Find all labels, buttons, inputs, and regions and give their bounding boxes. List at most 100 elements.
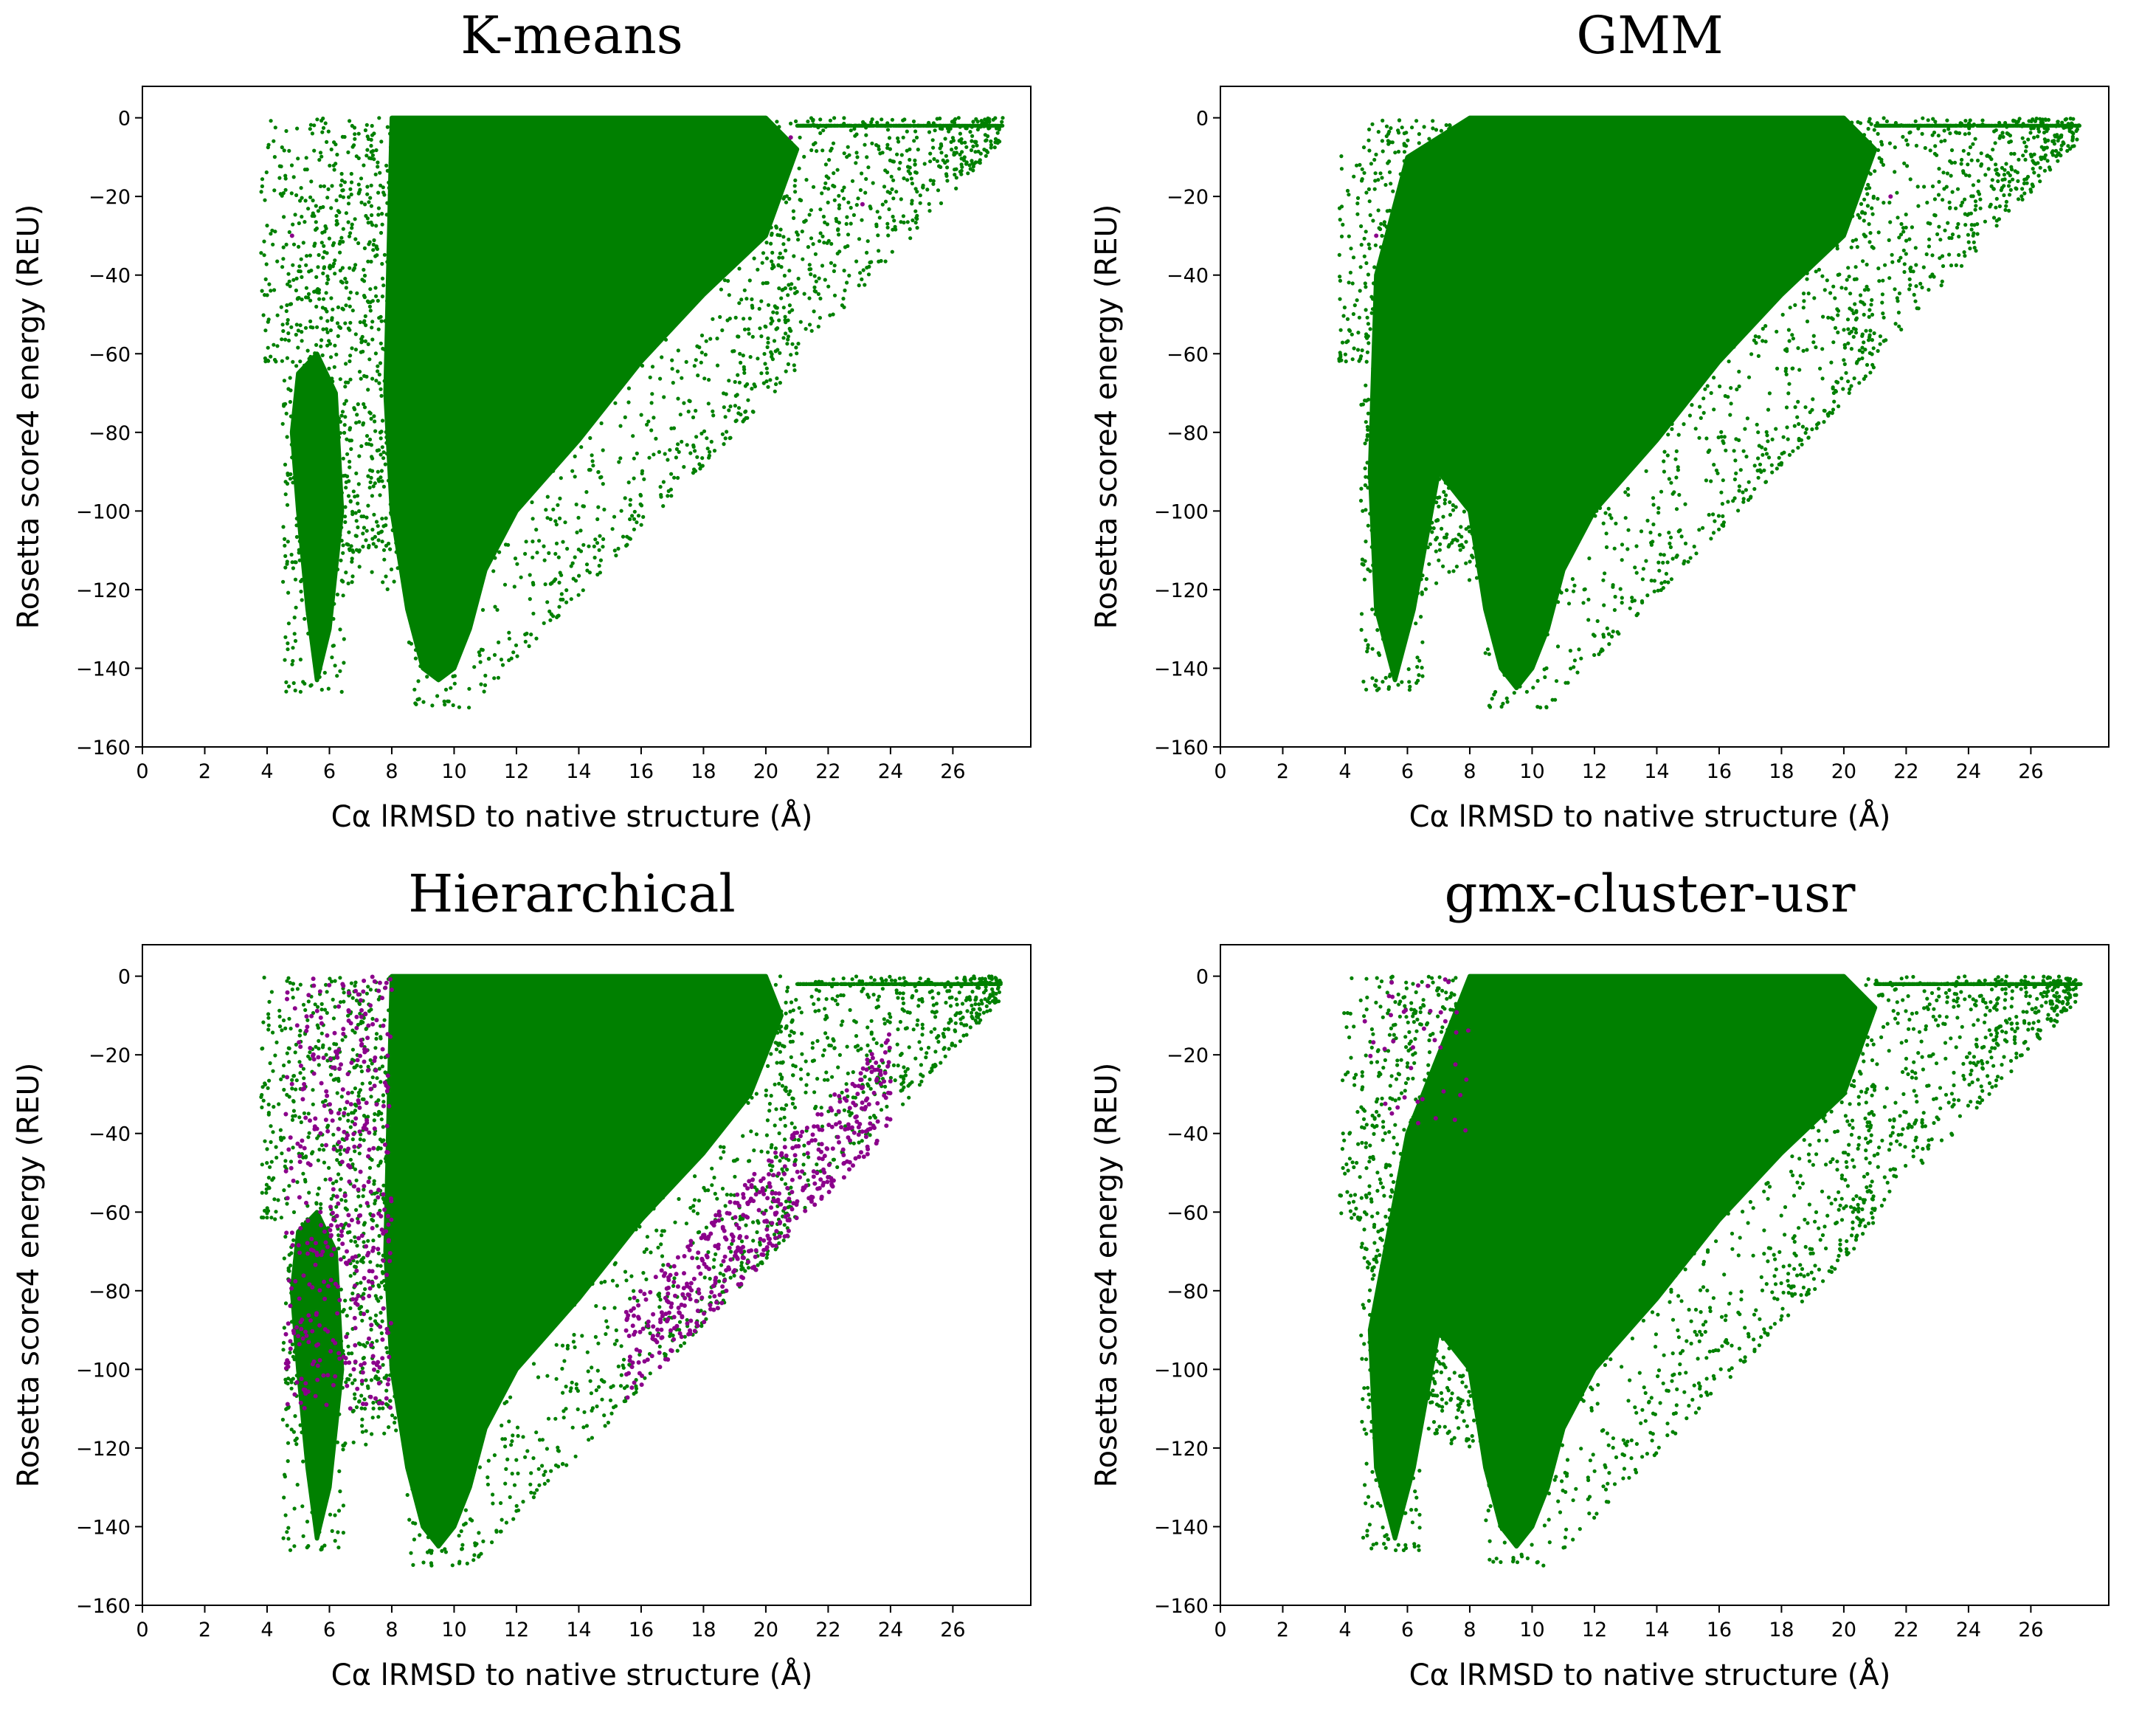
gmm-y-tick-label: −40 bbox=[1167, 265, 1209, 288]
gmx-cluster-usr-x-axis-label: Cα lRMSD to native structure (Å) bbox=[1409, 1657, 1891, 1692]
gmx-cluster-usr-x-tick-label: 14 bbox=[1644, 1619, 1669, 1641]
kmeans-x-tick-label: 6 bbox=[323, 760, 336, 783]
gmm-y-tick-label: −20 bbox=[1167, 186, 1209, 209]
gmm-sparse-points bbox=[1337, 116, 2081, 710]
gmm-x-tick-label: 20 bbox=[1831, 760, 1856, 783]
kmeans-y-tick-label: −80 bbox=[89, 422, 131, 445]
hierarchical-y-tick-label: −80 bbox=[89, 1281, 131, 1303]
gmx-cluster-usr-y-tick-label: −120 bbox=[1154, 1438, 1209, 1461]
gmx-cluster-usr-x-tick-label: 6 bbox=[1401, 1619, 1414, 1641]
kmeans-data-layer bbox=[259, 115, 1005, 710]
hierarchical-y-tick-label: −60 bbox=[89, 1202, 131, 1224]
hierarchical-y-tick-label: −140 bbox=[76, 1516, 131, 1539]
gmx-cluster-usr-y-tick-label: −140 bbox=[1154, 1516, 1209, 1539]
gmm-y-axis-label: Rosetta score4 energy (REU) bbox=[1090, 204, 1124, 630]
hierarchical-data-layer bbox=[259, 974, 1003, 1568]
gmx-cluster-usr-x-tick-label: 0 bbox=[1214, 1619, 1226, 1641]
gmm-chart-title: GMM bbox=[1576, 5, 1723, 66]
kmeans-sparse-points bbox=[259, 116, 1005, 710]
hierarchical-x-tick-label: 16 bbox=[629, 1619, 654, 1641]
gmm-x-tick-label: 12 bbox=[1582, 760, 1607, 783]
hierarchical-x-tick-label: 12 bbox=[504, 1619, 529, 1641]
hierarchical-x-tick-label: 0 bbox=[136, 1619, 148, 1641]
kmeans-x-tick-label: 2 bbox=[198, 760, 211, 783]
hierarchical-sparse-points bbox=[259, 974, 1003, 1568]
gmx-cluster-usr-y-tick-label: −160 bbox=[1154, 1595, 1209, 1618]
kmeans-x-tick-label: 8 bbox=[385, 760, 398, 783]
kmeans-x-axis-label: Cα lRMSD to native structure (Å) bbox=[331, 799, 813, 834]
hierarchical-outlier-points bbox=[283, 974, 893, 1411]
hierarchical-panel: Hierarchical 0 2 4 6 8 10 12 14 16 18 20 22 24 26 0 −20−… bbox=[0, 858, 1078, 1716]
hierarchical-y-tick-label: −160 bbox=[76, 1595, 131, 1618]
hierarchical-y-tick-label: 0 bbox=[118, 966, 131, 989]
gmx-cluster-usr-sparse-points bbox=[1338, 974, 2083, 1568]
kmeans-y-tick-label: −120 bbox=[76, 579, 131, 602]
gmx-cluster-usr-y-tick-label: −40 bbox=[1167, 1123, 1209, 1146]
kmeans-outlier-points bbox=[289, 135, 865, 238]
gmx-cluster-usr-x-tick-label: 16 bbox=[1707, 1619, 1732, 1641]
kmeans-x-tick-label: 18 bbox=[691, 760, 716, 783]
gmx-cluster-usr-x-tick-label: 18 bbox=[1769, 1619, 1794, 1641]
kmeans-panel: K-means 0 2 4 6 8 10 12 14 16 18 20 22 24 26 0 −20 −40 −60… bbox=[0, 0, 1078, 858]
kmeans-y-tick-label: −60 bbox=[89, 343, 131, 366]
gmm-x-tick-label: 6 bbox=[1401, 760, 1414, 783]
hierarchical-x-tick-label: 24 bbox=[878, 1619, 903, 1641]
gmm-data-layer bbox=[1337, 115, 2081, 710]
gmm-x-tick-label: 24 bbox=[1956, 760, 1981, 783]
gmm-x-tick-label: 18 bbox=[1769, 760, 1794, 783]
kmeans-y-tick-label: −40 bbox=[89, 265, 131, 288]
hierarchical-x-tick-label: 4 bbox=[260, 1619, 273, 1641]
hierarchical-x-tick-label: 2 bbox=[198, 1619, 211, 1641]
gmx-cluster-usr-x-tick-label: 8 bbox=[1463, 1619, 1476, 1641]
gmm-outlier-points bbox=[1374, 194, 1893, 238]
gmx-cluster-usr-data-layer bbox=[1338, 974, 2083, 1568]
hierarchical-y-tick-label: −20 bbox=[89, 1044, 131, 1067]
gmx-cluster-usr-y-tick-label: −100 bbox=[1154, 1359, 1209, 1382]
gmx-cluster-usr-x-tick-label: 2 bbox=[1276, 1619, 1289, 1641]
kmeans-y-axis-label: Rosetta score4 energy (REU) bbox=[12, 204, 46, 630]
gmx-cluster-usr-x-tick-label: 26 bbox=[2018, 1619, 2043, 1641]
gmx-cluster-usr-x-tick-label: 10 bbox=[1519, 1619, 1544, 1641]
kmeans-axes-frame bbox=[142, 86, 1032, 748]
gmm-x-tick-label: 22 bbox=[1893, 760, 1918, 783]
kmeans-y-tick-label: −100 bbox=[76, 500, 131, 523]
hierarchical-x-tick-label: 22 bbox=[815, 1619, 840, 1641]
kmeans-x-tick-label: 10 bbox=[441, 760, 466, 783]
kmeans-x-tick-label: 22 bbox=[815, 760, 840, 783]
gmm-y-tick-label: −60 bbox=[1167, 343, 1209, 366]
kmeans-y-tick-label: 0 bbox=[118, 108, 131, 131]
gmx-cluster-usr-y-tick-label: −20 bbox=[1167, 1044, 1209, 1067]
kmeans-y-tick-label: −20 bbox=[89, 186, 131, 209]
gmx-cluster-usr-panel: gmx-cluster-usr 0 2 4 6 8 10 12 14 16 18 20 22 24 26 0−… bbox=[1078, 858, 2156, 1716]
gmm-y-tick-label: −100 bbox=[1154, 500, 1209, 523]
hierarchical-x-tick-label: 10 bbox=[441, 1619, 466, 1641]
gmx-cluster-usr-y-tick-label: 0 bbox=[1196, 966, 1209, 989]
kmeans-x-tick-label: 20 bbox=[753, 760, 778, 783]
hierarchical-x-tick-label: 8 bbox=[385, 1619, 398, 1641]
gmm-x-tick-label: 14 bbox=[1644, 760, 1669, 783]
gmx-cluster-usr-axes-frame bbox=[1220, 944, 2110, 1606]
kmeans-x-tick-label: 4 bbox=[260, 760, 273, 783]
gmx-cluster-usr-y-tick-label: −80 bbox=[1167, 1281, 1209, 1303]
gmm-x-tick-label: 8 bbox=[1463, 760, 1476, 783]
hierarchical-dense-region-0 bbox=[383, 974, 784, 1549]
gmm-y-tick-label: −80 bbox=[1167, 422, 1209, 445]
hierarchical-y-tick-label: −40 bbox=[89, 1123, 131, 1146]
gmm-x-tick-label: 16 bbox=[1707, 760, 1732, 783]
hierarchical-chart-title: Hierarchical bbox=[408, 864, 736, 924]
gmm-x-tick-label: 26 bbox=[2018, 760, 2043, 783]
hierarchical-x-axis-label: Cα lRMSD to native structure (Å) bbox=[331, 1657, 813, 1692]
gmm-x-tick-label: 0 bbox=[1214, 760, 1226, 783]
kmeans-x-tick-label: 0 bbox=[136, 760, 148, 783]
gmx-cluster-usr-outlier-points bbox=[1362, 977, 1471, 1133]
hierarchical-x-tick-label: 14 bbox=[566, 1619, 591, 1641]
hierarchical-x-tick-label: 26 bbox=[940, 1619, 965, 1641]
hierarchical-axes-frame bbox=[142, 944, 1032, 1606]
gmx-cluster-usr-chart-title: gmx-cluster-usr bbox=[1445, 864, 1856, 924]
gmm-x-tick-label: 2 bbox=[1276, 760, 1289, 783]
hierarchical-y-tick-label: −120 bbox=[76, 1438, 131, 1461]
